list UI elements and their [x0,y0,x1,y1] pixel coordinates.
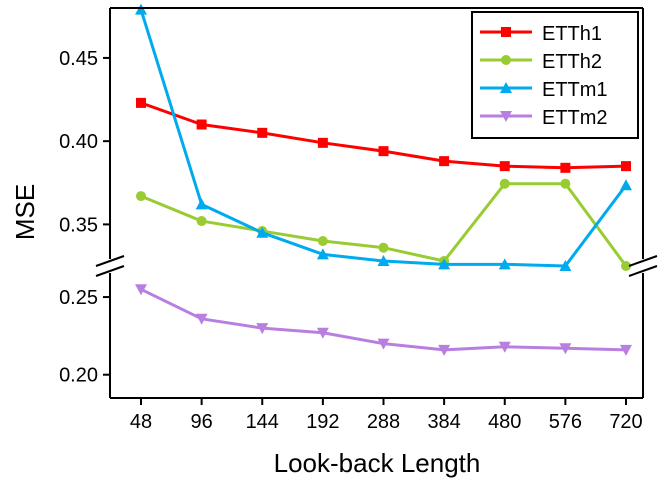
x-tick-label-96: 96 [191,411,213,433]
data-point-ettm1-576 [559,260,572,271]
legend-label-etth2: ETTh2 [542,51,602,73]
data-point-etth2-480 [499,178,510,189]
data-point-ettm2-48 [135,284,147,296]
x-tick-label-192: 192 [306,411,339,433]
series-ettm2 [135,284,632,356]
series-etth1 [136,97,631,173]
data-point-ettm1-288 [377,255,390,267]
axis-break-mark-right-2 [628,265,658,277]
legend-marker-etth1 [501,27,511,37]
y-tick-label-0.25: 0.25 [59,287,98,309]
data-point-ettm1-384 [438,258,451,270]
x-tick-label-576: 576 [549,411,582,433]
data-point-ettm1-144 [256,226,269,238]
data-point-ettm2-480 [498,341,511,353]
data-point-etth2-48 [136,191,146,202]
y-tick-label-0.45: 0.45 [59,48,98,70]
legend-marker-ettm1 [500,82,512,93]
data-point-etth2-576 [560,178,571,189]
y-tick-label-0.35: 0.35 [59,214,98,236]
series-line-etth2 [140,182,628,267]
data-point-etth1-576 [560,162,571,173]
x-tick-label-384: 384 [427,411,460,433]
data-point-ettm2-192 [316,327,329,339]
data-point-etth2-96 [196,216,207,227]
legend-marker-ettm2 [500,111,512,122]
x-tick-label-144: 144 [246,411,279,433]
series-ettm1 [135,3,632,271]
data-point-etth1-144 [257,127,268,138]
data-point-ettm2-576 [559,343,572,355]
data-point-etth1-192 [317,137,328,148]
data-point-ettm1-96 [195,198,208,210]
data-point-etth1-288 [378,146,389,157]
legend-entry-ettm1: ETTm1 [480,79,608,101]
data-point-etth2-288 [378,242,389,253]
legend-marker-etth2 [501,55,511,65]
data-point-etth2-192 [317,236,328,247]
legend: ETTh1 ETTh2 ETTm1 ETTm2 [471,11,639,139]
axes-layer: 0.35 0.40 0.45 0.20 0.25 48 96 144 192 288 384 480 5… [59,7,658,433]
axis-break-mark-right-1 [628,255,658,267]
legend-label-etth1: ETTh1 [542,23,602,45]
data-point-ettm1-720 [620,179,632,191]
y-axis-label: MSE [10,184,40,240]
data-point-ettm2-720 [620,344,632,356]
x-axis-label: Look-back Length [274,448,481,478]
data-point-ettm1-480 [498,258,511,270]
y-tick-label-0.20: 0.20 [59,365,98,387]
legend-entry-etth2: ETTh2 [480,51,602,73]
legend-entry-etth1: ETTh1 [480,23,602,45]
data-point-ettm2-96 [195,313,208,325]
y-tick-label-0.40: 0.40 [59,131,98,153]
data-point-etth2-720 [621,261,631,271]
series-layer [135,3,632,356]
data-point-ettm1-48 [135,3,147,15]
legend-label-ettm1: ETTm1 [542,79,608,101]
data-point-etth1-720 [621,161,631,172]
axis-break-mark-left-1 [95,255,125,267]
legend-entry-ettm2: ETTm2 [480,107,608,129]
x-tick-label-48: 48 [130,411,152,433]
data-point-ettm2-288 [377,338,390,350]
data-point-ettm1-192 [316,248,329,260]
data-point-ettm2-384 [438,344,451,356]
data-point-etth1-384 [439,156,450,167]
legend-label-ettm2: ETTm2 [542,107,608,129]
data-point-etth1-96 [196,119,207,130]
data-point-etth1-48 [136,97,146,108]
data-point-etth1-480 [499,161,510,172]
data-point-ettm2-144 [256,323,269,335]
x-tick-label-288: 288 [367,411,400,433]
x-tick-label-720: 720 [609,411,642,433]
axis-break-mark-left-2 [95,265,125,277]
x-tick-label-480: 480 [488,411,521,433]
